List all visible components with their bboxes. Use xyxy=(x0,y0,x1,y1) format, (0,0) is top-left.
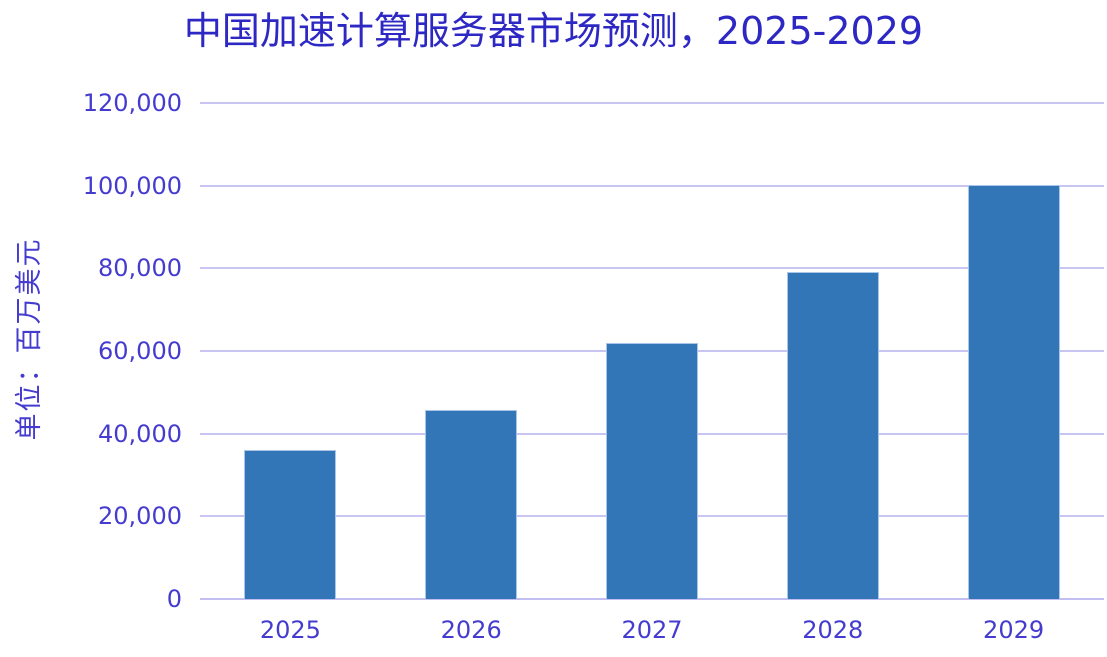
y-tick-label: 0 xyxy=(166,585,182,613)
x-tick-label: 2028 xyxy=(802,616,864,644)
x-tick-label: 2026 xyxy=(440,616,502,644)
y-tick-label: 100,000 xyxy=(82,171,182,200)
gridline xyxy=(200,184,1104,187)
bar-2029 xyxy=(967,184,1060,599)
y-tick-label: 60,000 xyxy=(98,337,182,365)
x-axis-line xyxy=(200,598,1104,600)
bar-2026 xyxy=(425,409,518,599)
plot-area xyxy=(200,102,1104,600)
bar-2027 xyxy=(606,343,698,599)
y-tick-label: 40,000 xyxy=(98,419,182,448)
gridline xyxy=(200,102,1104,104)
y-tick-label: 80,000 xyxy=(98,254,182,283)
gridline xyxy=(200,267,1104,270)
x-tick-label: 2025 xyxy=(259,616,321,644)
y-tick-label: 20,000 xyxy=(98,502,182,531)
bar-2025 xyxy=(244,449,337,599)
x-tick-label: 2029 xyxy=(983,616,1045,644)
y-tick-label: 120,000 xyxy=(82,89,182,117)
bar-2028 xyxy=(786,272,879,599)
x-tick-label: 2027 xyxy=(621,616,683,644)
chart-title: 中国加速计算服务器市场预测，2025-2029 xyxy=(183,9,924,53)
